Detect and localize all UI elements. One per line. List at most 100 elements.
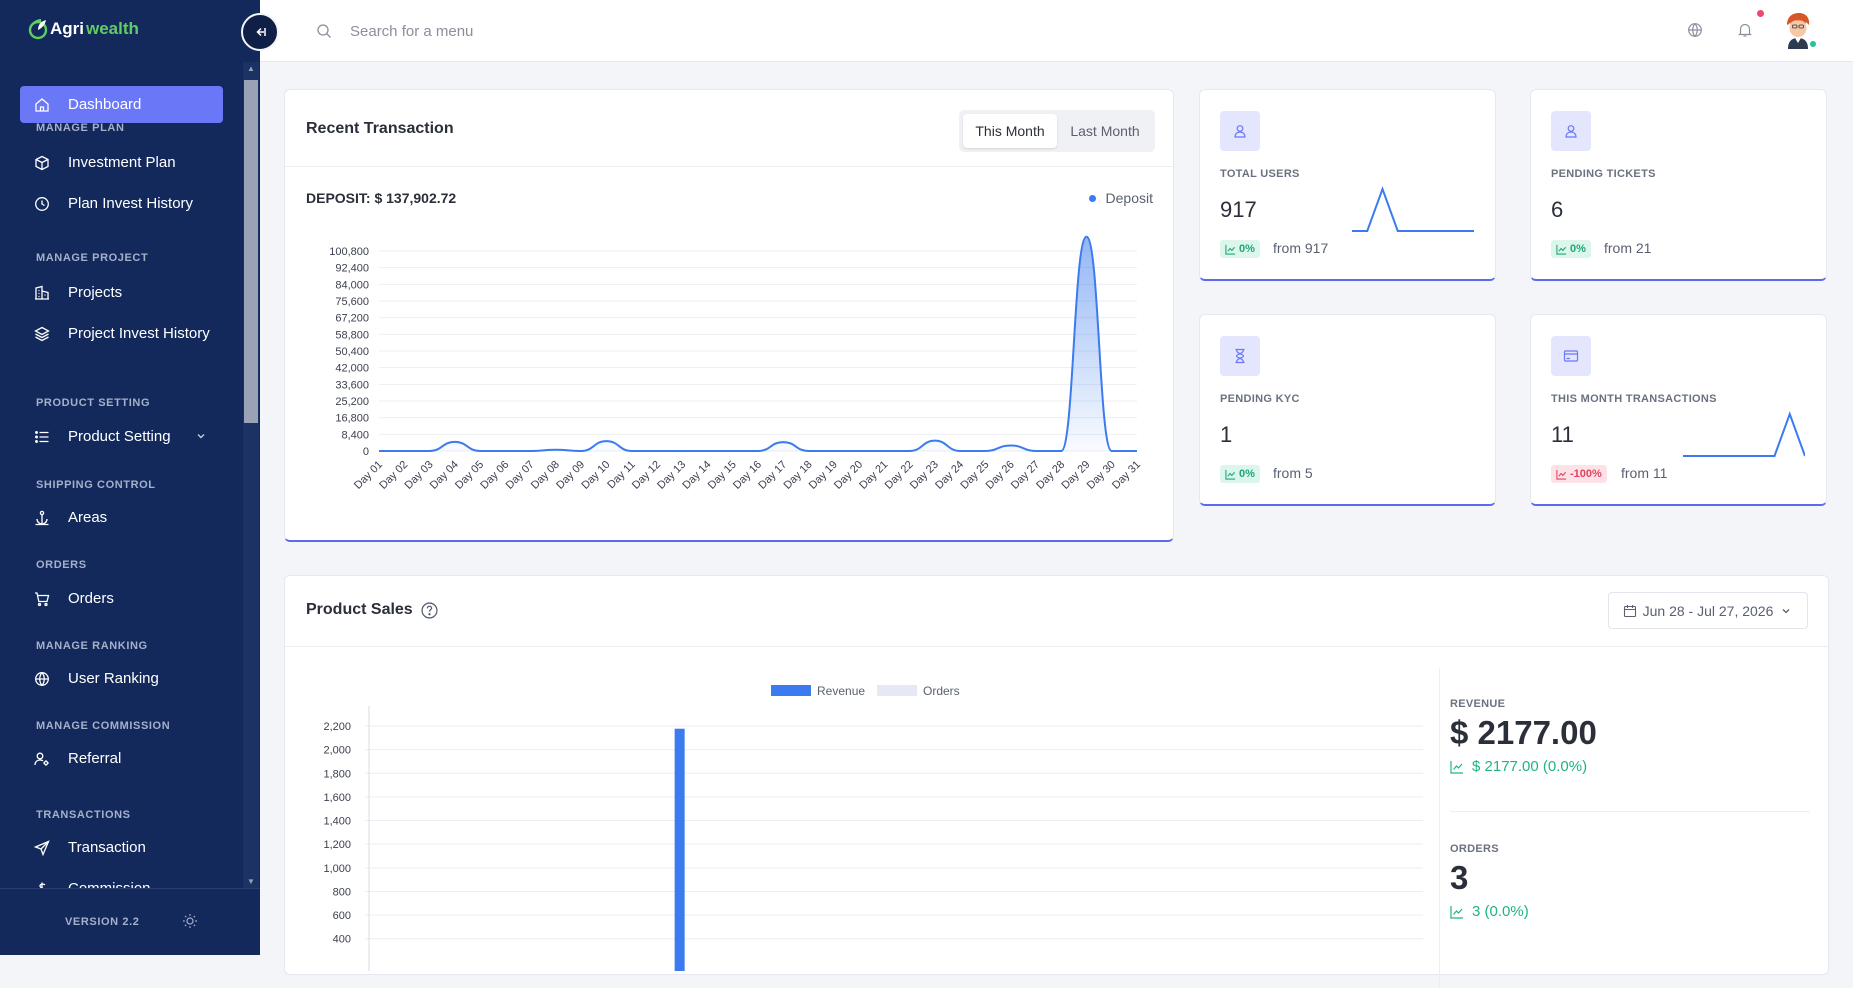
- y-tick-label: 42,000: [335, 363, 369, 375]
- sidebar-item-product-setting[interactable]: Product Setting: [20, 418, 223, 455]
- sidebar-item-areas[interactable]: Areas: [20, 499, 223, 536]
- chevron-down-icon: [197, 434, 205, 439]
- stat-label: PENDING KYC: [1220, 393, 1300, 405]
- section-manage-plan: MANAGE PLAN: [36, 122, 125, 134]
- stat-icon-box: [1220, 111, 1260, 151]
- sidebar-item-investment-plan[interactable]: Investment Plan: [20, 144, 223, 181]
- stat-from: from 11: [1621, 465, 1668, 481]
- calendar-icon: [1623, 604, 1636, 617]
- stat-value: 11: [1551, 422, 1574, 447]
- legend-swatch-revenue: [771, 685, 811, 696]
- clock-icon: [35, 196, 49, 211]
- sidebar-item-referral[interactable]: Referral: [20, 740, 223, 777]
- sidebar: Agri wealth Dashboard MANAGE PLAN Investm…: [0, 0, 260, 955]
- version-label: VERSION 2.2: [65, 916, 140, 928]
- deposit-area-chart[interactable]: 0 8,400 16,800 25,200 33,600 42,000 50,400 58,8…: [285, 235, 1175, 535]
- legend-dot: [1088, 194, 1096, 202]
- sidebar-item-label: Referral: [68, 750, 122, 767]
- y-tick-label: 1,200: [323, 839, 351, 851]
- sidebar-item-label: Projects: [68, 284, 123, 301]
- stat-from: from 5: [1273, 465, 1313, 481]
- sidebar-item-label: Commission: [68, 880, 151, 888]
- y-tick-label: 2,000: [323, 745, 351, 757]
- sidebar-item-commission[interactable]: Commission: [20, 870, 223, 888]
- sidebar-item-label: Product Setting: [68, 428, 171, 445]
- tab-last-month[interactable]: Last Month: [1070, 123, 1140, 139]
- trend-up-icon: [1450, 760, 1463, 774]
- stat-change-badge: 0%: [1220, 240, 1260, 258]
- chart-legend[interactable]: Deposit: [1088, 190, 1153, 206]
- sidebar-item-plan-invest-history[interactable]: Plan Invest History: [20, 185, 223, 222]
- vertical-divider: [1439, 668, 1440, 988]
- trend-up-icon: [1556, 469, 1567, 480]
- sidebar-item-project-invest-history[interactable]: Project Invest History: [20, 315, 223, 352]
- stat-change-value: 0%: [1239, 243, 1255, 255]
- tab-this-month[interactable]: This Month: [963, 114, 1057, 148]
- language-globe-icon[interactable]: [1687, 22, 1703, 38]
- y-tick-label: 0: [363, 446, 369, 458]
- sidebar-nav: Dashboard MANAGE PLAN Investment Plan Pl…: [0, 62, 242, 888]
- section-product-setting: PRODUCT SETTING: [36, 397, 151, 409]
- y-tick-label: 400: [333, 934, 351, 946]
- y-tick-label: 8,400: [341, 429, 369, 441]
- divider: [1450, 811, 1810, 812]
- stat-label: THIS MONTH TRANSACTIONS: [1551, 393, 1717, 405]
- bell-icon[interactable]: [1737, 22, 1753, 38]
- product-sales-bar-chart[interactable]: Revenue Orders 400 600 800 1,000 1,200 1,400 1,6…: [285, 671, 1435, 971]
- brand-logo[interactable]: Agri wealth: [28, 18, 139, 40]
- product-sales-card: Product Sales Jun 28 - Jul 27, 2026 Reve…: [284, 575, 1829, 988]
- legend-swatch-orders: [877, 685, 917, 696]
- divider: [285, 646, 1828, 647]
- brand-name-part1: Agri: [50, 19, 84, 38]
- date-range-picker[interactable]: Jun 28 - Jul 27, 2026: [1608, 592, 1808, 629]
- trend-up-icon: [1556, 244, 1567, 255]
- scroll-down-arrow-icon[interactable]: ▼: [247, 877, 255, 886]
- online-status-dot: [1808, 39, 1818, 49]
- scroll-up-arrow-icon[interactable]: ▲: [247, 64, 255, 73]
- period-toggle: This Month Last Month: [959, 110, 1155, 152]
- section-orders: ORDERS: [36, 559, 87, 571]
- section-manage-ranking: MANAGE RANKING: [36, 640, 148, 652]
- sidebar-scrollbar[interactable]: ▲ ▼: [243, 62, 259, 888]
- sidebar-item-transaction[interactable]: Transaction: [20, 829, 223, 866]
- box-icon: [35, 155, 49, 170]
- avatar[interactable]: [1780, 11, 1816, 49]
- sidebar-item-label: Project Invest History: [68, 325, 210, 342]
- sun-icon[interactable]: [182, 913, 198, 929]
- help-circle-icon[interactable]: [421, 601, 438, 619]
- sparkline-total-users: [1352, 186, 1474, 232]
- sidebar-collapse-button[interactable]: [241, 13, 279, 51]
- sidebar-item-projects[interactable]: Projects: [20, 274, 223, 311]
- building-icon: [35, 285, 49, 300]
- legend-label-orders: Orders: [923, 684, 960, 698]
- recent-transaction-card: Recent Transaction This Month Last Month…: [284, 89, 1174, 542]
- sidebar-item-label: Plan Invest History: [68, 195, 194, 212]
- stat-label: PENDING TICKETS: [1551, 168, 1656, 180]
- section-shipping-control: SHIPPING CONTROL: [36, 479, 156, 491]
- search-icon: [317, 24, 331, 38]
- y-tick-label: 67,200: [335, 313, 369, 325]
- stat-change-badge: -100%: [1551, 465, 1607, 483]
- sidebar-item-dashboard[interactable]: Dashboard: [20, 86, 223, 123]
- scrollbar-thumb[interactable]: [244, 80, 258, 423]
- y-tick-label: 58,800: [335, 329, 369, 341]
- stat-icon-box: [1551, 111, 1591, 151]
- sparkline: [1352, 186, 1474, 232]
- hourglass-icon: [1235, 348, 1245, 364]
- sidebar-item-user-ranking[interactable]: User Ranking: [20, 660, 223, 697]
- stat-from: from 917: [1273, 240, 1329, 256]
- revenue-change-text: $ 2177.00 (0.0%): [1472, 758, 1588, 775]
- topbar: [260, 0, 1853, 62]
- stat-value: 1: [1220, 422, 1233, 447]
- y-tick-label: 92,400: [335, 263, 369, 275]
- recent-transaction-title: Recent Transaction: [306, 120, 454, 137]
- stat-change-badge: 0%: [1551, 240, 1591, 258]
- x-tick-label: Day 31: [1110, 459, 1143, 492]
- search-input[interactable]: [350, 19, 750, 43]
- user-icon: [1234, 125, 1246, 138]
- sidebar-item-orders[interactable]: Orders: [20, 580, 223, 617]
- sidebar-item-label: User Ranking: [68, 670, 159, 687]
- stat-change-value: -100%: [1570, 468, 1602, 480]
- stat-card-pending-tickets: PENDING TICKETS 6 0% from 21: [1530, 89, 1827, 281]
- y-tick-label: 33,600: [335, 379, 369, 391]
